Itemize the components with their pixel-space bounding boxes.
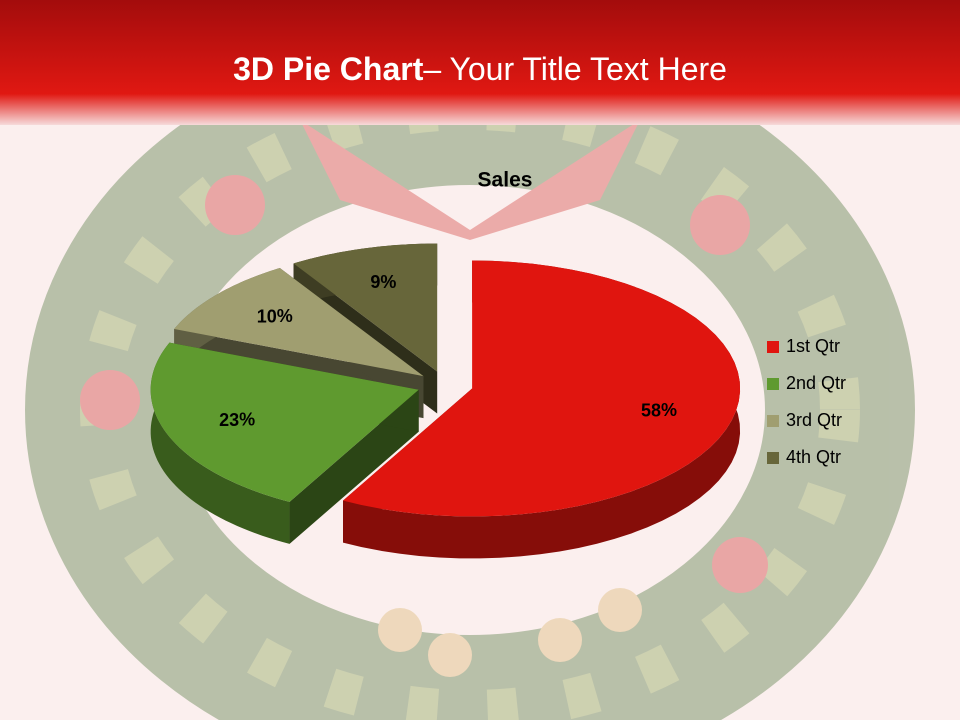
legend-label: 1st Qtr xyxy=(786,336,840,356)
pie-slice xyxy=(343,260,741,559)
chart-title: Sales xyxy=(478,169,533,192)
slice-top xyxy=(343,260,741,517)
slice-top xyxy=(150,342,419,502)
data-label: 23% xyxy=(219,410,255,430)
pie: 58% 23% 10% 9% xyxy=(150,243,741,559)
data-label-value: 23 xyxy=(219,410,239,430)
slide-title-bold: 3D Pie Chart xyxy=(233,51,424,87)
legend-label: 4th Qtr xyxy=(786,447,841,467)
data-label: 9% xyxy=(370,272,396,292)
legend-swatch xyxy=(767,415,779,427)
slice-wall xyxy=(343,260,741,559)
data-label: 58% xyxy=(641,400,677,420)
legend-swatch xyxy=(767,452,779,464)
data-label: 10% xyxy=(257,306,293,326)
legend-swatch xyxy=(767,341,779,353)
slice-top xyxy=(293,243,438,372)
data-label-value: 9 xyxy=(370,272,380,292)
legend: 1st Qtr 2nd Qtr 3rd Qtr 4th Qtr xyxy=(767,336,846,467)
data-label-value: 58 xyxy=(641,400,661,420)
slide-title-rest: – Your Title Text Here xyxy=(423,51,727,87)
legend-label: 2nd Qtr xyxy=(786,373,846,393)
legend-swatch xyxy=(767,378,779,390)
slice-side xyxy=(289,389,419,544)
slide-title: 3D Pie Chart– Your Title Text Here xyxy=(233,51,727,87)
slice-top xyxy=(174,268,424,377)
slice-wall xyxy=(150,342,290,544)
legend-label: 3rd Qtr xyxy=(786,410,842,430)
data-label-value: 10 xyxy=(257,306,277,326)
header-band xyxy=(0,0,960,125)
pie-slice xyxy=(150,342,419,544)
